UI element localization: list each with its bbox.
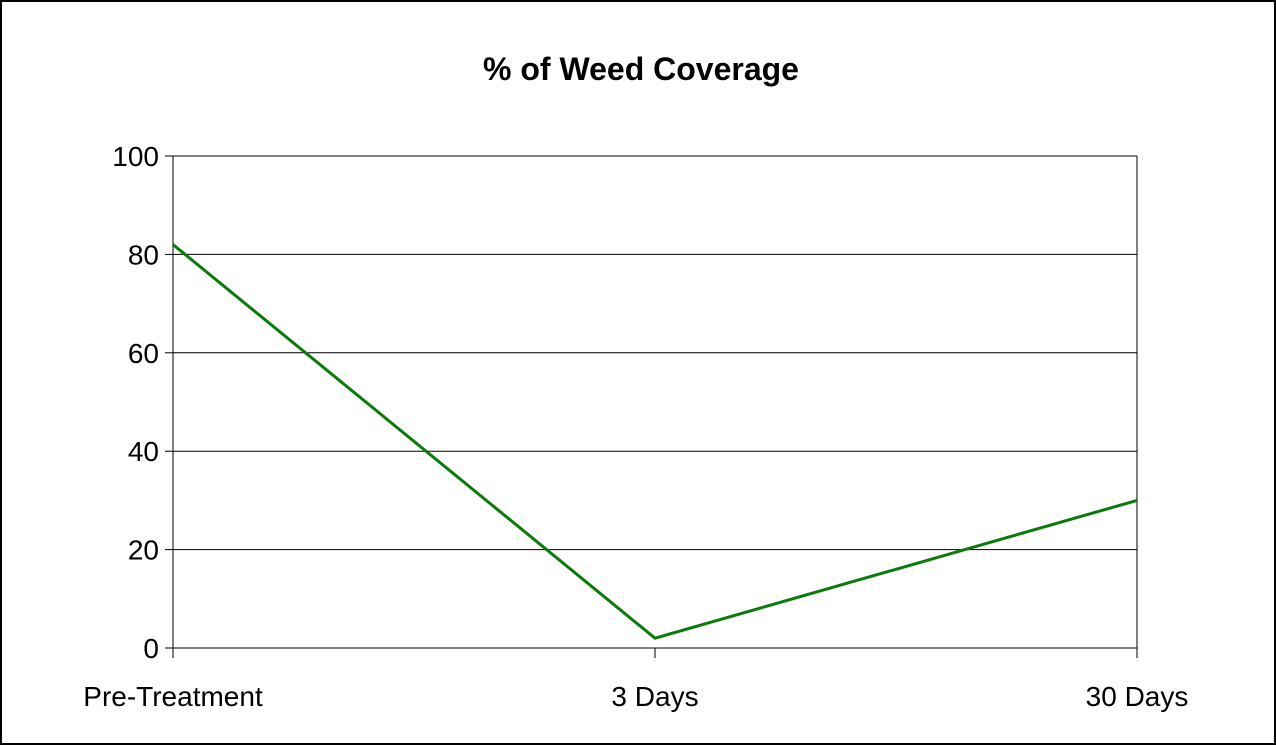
y-tick-labels: 0 20 40 60 80 100 [112, 141, 159, 664]
series-lines [172, 243, 1138, 640]
y-tick-label: 60 [128, 338, 159, 369]
y-tick-label: 40 [128, 436, 159, 467]
chart-title: % of Weed Coverage [483, 51, 799, 87]
x-tick-label: 30 Days [1086, 681, 1189, 712]
y-tick-label: 100 [112, 141, 159, 172]
x-tick-label: Pre-Treatment [83, 681, 263, 712]
axes [165, 155, 1138, 658]
y-tick-label: 80 [128, 239, 159, 270]
y-tick-label: 0 [143, 633, 159, 664]
gridlines [173, 155, 1137, 551]
x-tick-label: 3 Days [611, 681, 698, 712]
x-tick-labels: Pre-Treatment 3 Days 30 Days [83, 681, 1188, 712]
y-tick-label: 20 [128, 535, 159, 566]
